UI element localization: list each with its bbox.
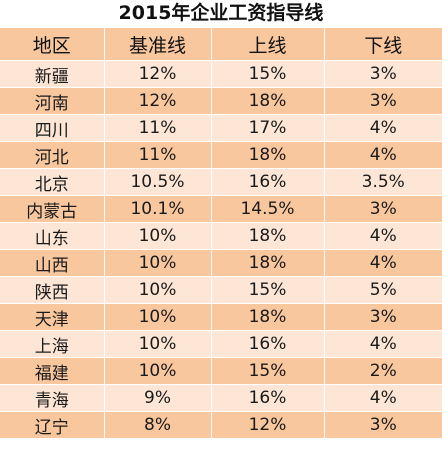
column-header-upper: 上线 bbox=[211, 28, 325, 61]
cell-upper: 18% bbox=[211, 249, 325, 277]
cell-region: 上海 bbox=[0, 330, 105, 358]
cell-baseline: 9% bbox=[104, 384, 212, 412]
column-header-region: 地区 bbox=[0, 28, 105, 61]
cell-region: 山东 bbox=[0, 222, 105, 250]
cell-baseline: 10% bbox=[104, 249, 212, 277]
cell-upper: 14.5% bbox=[211, 195, 325, 223]
cell-upper: 16% bbox=[211, 384, 325, 412]
cell-lower: 4% bbox=[324, 222, 442, 250]
cell-region: 四川 bbox=[0, 114, 105, 142]
cell-upper: 18% bbox=[211, 303, 325, 331]
cell-lower: 3% bbox=[324, 60, 442, 88]
cell-lower: 2% bbox=[324, 357, 442, 385]
cell-region: 青海 bbox=[0, 384, 105, 412]
cell-lower: 4% bbox=[324, 141, 442, 169]
cell-upper: 17% bbox=[211, 114, 325, 142]
cell-lower: 4% bbox=[324, 114, 442, 142]
cell-lower: 3% bbox=[324, 303, 442, 331]
cell-region: 北京 bbox=[0, 168, 105, 196]
cell-baseline: 12% bbox=[104, 87, 212, 115]
table-row: 辽宁 8% 12% 3% bbox=[0, 411, 442, 439]
cell-upper: 15% bbox=[211, 276, 325, 304]
header-row: 地区 基准线 上线 下线 bbox=[0, 28, 442, 61]
cell-region: 天津 bbox=[0, 303, 105, 331]
table-row: 内蒙古 10.1% 14.5% 3% bbox=[0, 195, 442, 223]
cell-region: 河南 bbox=[0, 87, 105, 115]
cell-region: 陕西 bbox=[0, 276, 105, 304]
cell-upper: 16% bbox=[211, 168, 325, 196]
column-header-lower: 下线 bbox=[324, 28, 442, 61]
salary-guideline-table: 地区 基准线 上线 下线 新疆 12% 15% 3% 河南 12% 18% 3% 四川 11% 17… bbox=[0, 28, 442, 439]
table-row: 陕西 10% 15% 5% bbox=[0, 276, 442, 304]
cell-upper: 15% bbox=[211, 357, 325, 385]
table-row: 山西 10% 18% 4% bbox=[0, 249, 442, 277]
cell-baseline: 12% bbox=[104, 60, 212, 88]
table-row: 四川 11% 17% 4% bbox=[0, 114, 442, 142]
table-row: 天津 10% 18% 3% bbox=[0, 303, 442, 331]
cell-region: 河北 bbox=[0, 141, 105, 169]
cell-baseline: 10.5% bbox=[104, 168, 212, 196]
cell-upper: 18% bbox=[211, 222, 325, 250]
cell-lower: 3% bbox=[324, 195, 442, 223]
cell-lower: 3% bbox=[324, 411, 442, 439]
table-row: 河南 12% 18% 3% bbox=[0, 87, 442, 115]
table-body: 新疆 12% 15% 3% 河南 12% 18% 3% 四川 11% 17% 4% 河北 11% 18% 4%… bbox=[0, 60, 442, 439]
table-row: 北京 10.5% 16% 3.5% bbox=[0, 168, 442, 196]
column-header-baseline: 基准线 bbox=[104, 28, 212, 61]
cell-lower: 4% bbox=[324, 384, 442, 412]
cell-lower: 3.5% bbox=[324, 168, 442, 196]
cell-region: 新疆 bbox=[0, 60, 105, 88]
cell-upper: 15% bbox=[211, 60, 325, 88]
cell-upper: 18% bbox=[211, 87, 325, 115]
table-row: 山东 10% 18% 4% bbox=[0, 222, 442, 250]
cell-baseline: 10% bbox=[104, 222, 212, 250]
cell-baseline: 11% bbox=[104, 141, 212, 169]
cell-lower: 4% bbox=[324, 330, 442, 358]
table-row: 上海 10% 16% 4% bbox=[0, 330, 442, 358]
cell-region: 内蒙古 bbox=[0, 195, 105, 223]
cell-baseline: 10% bbox=[104, 357, 212, 385]
cell-upper: 18% bbox=[211, 141, 325, 169]
table-row: 福建 10% 15% 2% bbox=[0, 357, 442, 385]
cell-region: 山西 bbox=[0, 249, 105, 277]
cell-region: 辽宁 bbox=[0, 411, 105, 439]
cell-baseline: 10% bbox=[104, 303, 212, 331]
cell-baseline: 10% bbox=[104, 330, 212, 358]
cell-lower: 5% bbox=[324, 276, 442, 304]
cell-baseline: 11% bbox=[104, 114, 212, 142]
cell-upper: 12% bbox=[211, 411, 325, 439]
table-title: 2015年企业工资指导线 bbox=[0, 0, 442, 28]
table-row: 河北 11% 18% 4% bbox=[0, 141, 442, 169]
cell-baseline: 10.1% bbox=[104, 195, 212, 223]
cell-baseline: 10% bbox=[104, 276, 212, 304]
table-row: 青海 9% 16% 4% bbox=[0, 384, 442, 412]
cell-lower: 3% bbox=[324, 87, 442, 115]
cell-upper: 16% bbox=[211, 330, 325, 358]
table-row: 新疆 12% 15% 3% bbox=[0, 60, 442, 88]
cell-baseline: 8% bbox=[104, 411, 212, 439]
cell-region: 福建 bbox=[0, 357, 105, 385]
cell-lower: 4% bbox=[324, 249, 442, 277]
